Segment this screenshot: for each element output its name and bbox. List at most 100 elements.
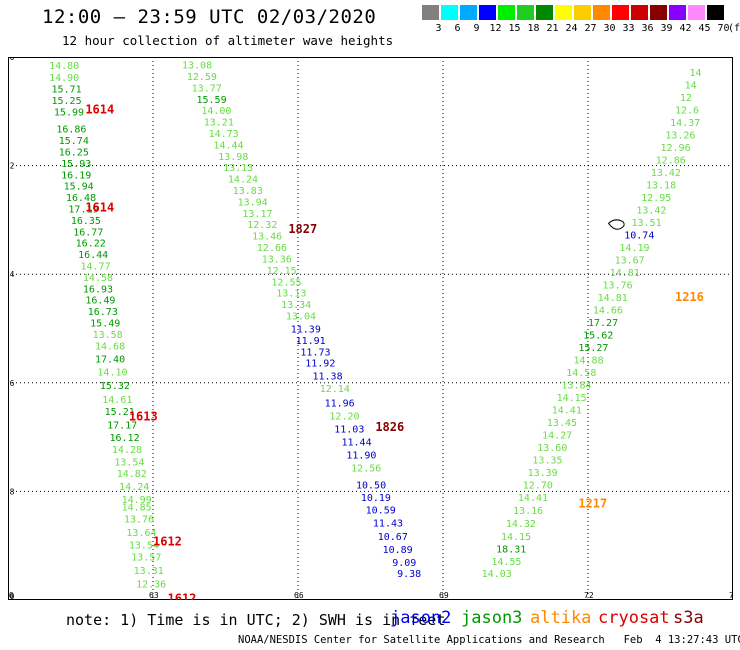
swh-value: 13.94 <box>238 197 268 208</box>
colorbar-label: 18 <box>527 23 540 34</box>
island-outline <box>607 219 625 230</box>
swh-value: 17.40 <box>95 354 125 365</box>
x-tick-label: 66 <box>294 591 304 600</box>
colorbar-label: 33 <box>622 23 635 34</box>
colorbar-label: 39 <box>660 23 673 34</box>
swh-value: 12.55 <box>271 277 301 288</box>
swh-value: 14.77 <box>81 262 111 273</box>
swh-value: 13.64 <box>126 528 156 539</box>
swh-value: 11.43 <box>373 518 403 529</box>
page-title: 12:00 — 23:59 UTC 02/03/2020 <box>42 6 377 28</box>
legend-item-jason2: jason2 <box>390 608 452 628</box>
swh-value: 17.19 <box>68 204 98 215</box>
y-tick-label: -50 <box>8 57 15 62</box>
swh-value: 15.32 <box>100 381 130 392</box>
map-plot[interactable]: 60 63 66 69 72 75 -50 -52 -54 -56 -58 -60 14.8014.90… <box>8 57 733 600</box>
swh-value: 14.27 <box>542 430 572 441</box>
swh-value: 14.58 <box>566 368 596 379</box>
swh-value: 13.42 <box>651 168 681 179</box>
swh-value: 17.17 <box>107 421 137 432</box>
swh-value: 14.24 <box>228 175 258 186</box>
swh-value: 13.17 <box>242 209 272 220</box>
colorbar-swatch <box>441 5 458 20</box>
swh-value: 14.00 <box>201 106 231 117</box>
pass-time-label: 1614 <box>85 103 114 117</box>
colorbar-label: 21 <box>546 23 559 34</box>
swh-value: 15.21 <box>105 407 135 418</box>
colorbar-swatch <box>517 5 534 20</box>
legend-item-altika: altika <box>530 608 592 628</box>
swh-value: 12.20 <box>329 411 359 422</box>
swh-value: 15.74 <box>59 136 89 147</box>
swh-value: 14.90 <box>49 73 79 84</box>
swh-value: 11.92 <box>305 359 335 370</box>
swh-value: 10.50 <box>356 480 386 491</box>
swh-value: 13.36 <box>262 254 292 265</box>
swh-value: 13.54 <box>129 541 159 552</box>
colorbar-label: 24 <box>565 23 578 34</box>
y-tick-label: -56 <box>8 379 15 388</box>
swh-value: 11.38 <box>313 372 343 383</box>
pass-time-label: 1612 <box>168 591 197 600</box>
colorbar-label: 6 <box>454 23 461 34</box>
swh-value: 14.82 <box>117 469 147 480</box>
swh-value: 10.74 <box>624 231 654 242</box>
swh-value: 13.18 <box>646 181 676 192</box>
swh-value: 14.68 <box>95 341 125 352</box>
swh-value: 16.19 <box>61 170 91 181</box>
swh-value: 14.15 <box>501 532 531 543</box>
swh-value: 13.13 <box>276 289 306 300</box>
swh-value: 12.59 <box>187 72 217 83</box>
legend-item-cryosat: cryosat <box>598 608 670 628</box>
swh-value: 12.15 <box>267 266 297 277</box>
x-tick-label: 63 <box>149 591 159 600</box>
colorbar-swatch <box>650 5 667 20</box>
colorbar-label: 15 <box>508 23 521 34</box>
swh-value: 14.32 <box>506 519 536 530</box>
pass-time-label: 1216 <box>675 290 704 304</box>
swh-value: 12.66 <box>257 243 287 254</box>
swh-value: 14.73 <box>209 129 239 140</box>
y-tick-label: -60 <box>8 592 15 600</box>
swh-value: 12.70 <box>523 480 553 491</box>
swh-value: 11.39 <box>291 325 321 336</box>
swh-value: 15.62 <box>583 330 613 341</box>
colorbar-label: 42 <box>679 23 692 34</box>
swh-value: 13.77 <box>192 83 222 94</box>
pass-time-label: 1613 <box>129 409 158 423</box>
colorbar-swatch <box>631 5 648 20</box>
pass-time-label: 1827 <box>288 222 317 236</box>
swh-value: 16.49 <box>85 296 115 307</box>
swh-value: 14.81 <box>610 268 640 279</box>
swh-value: 15.25 <box>52 96 82 107</box>
swh-value: 14.61 <box>102 395 132 406</box>
swh-value: 15.71 <box>52 84 82 95</box>
swh-value: 14.03 <box>482 569 512 580</box>
swh-value: 14.99 <box>122 495 152 506</box>
footnote: note: 1) Time is in UTC; 2) SWH is in fe… <box>66 611 446 629</box>
swh-value: 13.08 <box>182 61 212 72</box>
swh-value: 9.38 <box>397 569 421 580</box>
swh-value: 12.36 <box>136 580 166 591</box>
swh-value: 12.56 <box>351 464 381 475</box>
swh-value: 13.83 <box>233 186 263 197</box>
swh-value: 11.73 <box>300 347 330 358</box>
swh-value: 14.28 <box>112 445 142 456</box>
swh-value: 13.39 <box>528 468 558 479</box>
y-tick-label: -52 <box>8 162 15 171</box>
swh-value: 13.98 <box>218 152 248 163</box>
swh-value: 12.32 <box>247 220 277 231</box>
swh-value: 13.32 <box>177 57 207 60</box>
colorbar-label: 45 <box>698 23 711 34</box>
colorbar-label: 30 <box>603 23 616 34</box>
swh-value: 12.6 <box>675 106 699 117</box>
swh-value: 15.99 <box>54 107 84 118</box>
colorbar-swatch <box>422 5 439 20</box>
x-tick-label: 75 <box>729 591 733 600</box>
credit-footer: NOAA/NESDIS Center for Satellite Applica… <box>238 634 740 646</box>
swh-value: 14.85 <box>122 503 152 514</box>
swh-value: 14.37 <box>670 118 700 129</box>
pass-time-label: 1614 <box>85 200 114 214</box>
swh-value: 10.89 <box>383 545 413 556</box>
pass-time-label: 1217 <box>578 496 607 510</box>
